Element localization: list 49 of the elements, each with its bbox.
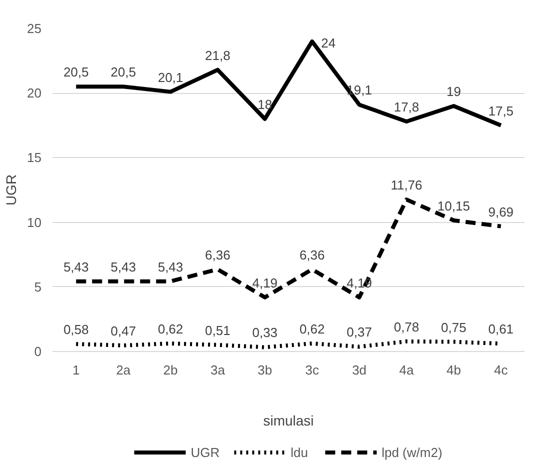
x-tick-label: 2b xyxy=(163,362,178,378)
data-label: 0,78 xyxy=(394,319,420,334)
data-label: 0,75 xyxy=(441,320,466,335)
x-tick-label: 4c xyxy=(494,362,508,378)
x-tick-label: 1 xyxy=(72,362,80,378)
data-label: 21,8 xyxy=(205,48,230,63)
y-tick-label: 5 xyxy=(34,279,42,294)
data-label: 0,62 xyxy=(158,321,184,336)
x-tick-label: 3b xyxy=(258,362,272,378)
x-tick-label: 4a xyxy=(399,362,414,378)
data-label: 5,43 xyxy=(110,259,136,274)
y-tick-label: 25 xyxy=(27,21,42,36)
data-label: 4,19 xyxy=(252,275,278,290)
data-label: 9,69 xyxy=(488,204,514,220)
data-label: 0,61 xyxy=(488,322,514,337)
data-label: 18 xyxy=(258,96,272,112)
y-tick-label: 10 xyxy=(27,214,42,230)
x-tick-label: 4b xyxy=(446,362,461,378)
y-tick-label: 15 xyxy=(27,150,42,166)
y-tick-label: 0 xyxy=(34,344,42,359)
legend-label: lpd (w/m2) xyxy=(382,444,442,460)
data-label: 5,43 xyxy=(63,259,89,274)
data-label: 0,47 xyxy=(110,323,136,338)
data-label: 0,58 xyxy=(63,322,89,338)
data-label: 0,62 xyxy=(299,321,325,336)
x-tick-label: 3d xyxy=(352,362,367,378)
legend-label: ldu xyxy=(290,444,309,460)
data-label: 0,37 xyxy=(346,324,372,340)
data-label: 10,15 xyxy=(437,198,470,214)
data-label: 24 xyxy=(321,35,336,50)
data-label: 6,36 xyxy=(299,247,325,262)
data-label: 11,76 xyxy=(390,178,422,193)
data-label: 17,5 xyxy=(488,103,514,118)
x-axis-title: simulasi xyxy=(263,412,314,428)
data-label: 0,51 xyxy=(205,322,230,338)
y-tick-label: 20 xyxy=(27,86,42,101)
data-label: 20,5 xyxy=(63,64,89,80)
x-tick-label: 3a xyxy=(210,362,226,378)
data-label: 20,5 xyxy=(110,64,136,80)
x-tick-label: 2a xyxy=(116,362,132,378)
data-label: 17,8 xyxy=(394,100,420,115)
data-label: 6,36 xyxy=(205,247,230,262)
x-tick-label: 3c xyxy=(305,362,320,378)
y-axis-title: UGR xyxy=(3,174,20,206)
data-label: 5,43 xyxy=(158,259,184,274)
data-label: 20,1 xyxy=(158,70,184,85)
legend-label: UGR xyxy=(190,444,220,460)
data-label: 0,33 xyxy=(252,325,278,340)
data-label: 19 xyxy=(446,84,461,100)
